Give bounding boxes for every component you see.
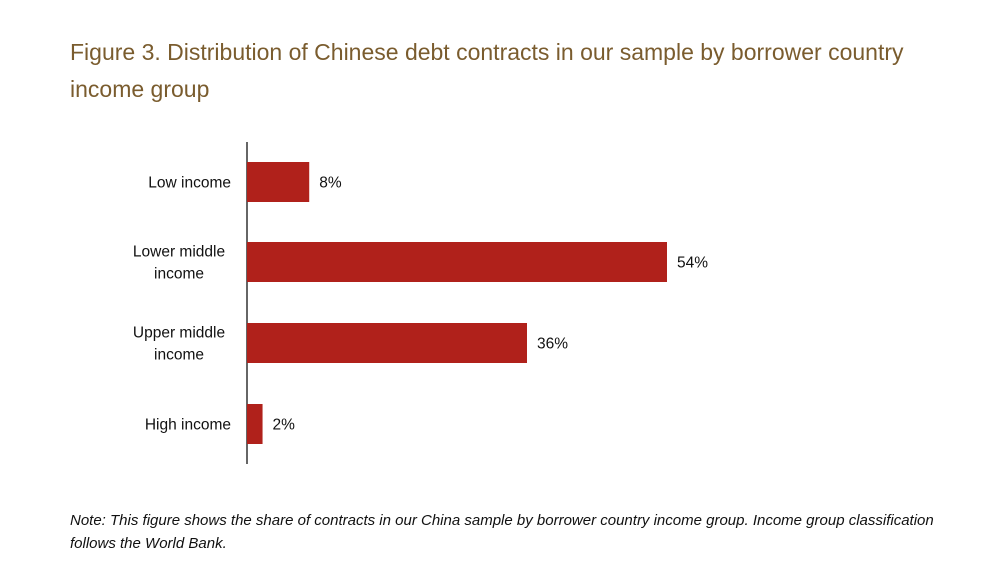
category-label-3: High income bbox=[145, 417, 231, 434]
value-label-2: 36% bbox=[537, 336, 568, 353]
chart-title: Figure 3. Distribution of Chinese debt c… bbox=[70, 39, 904, 102]
category-label-1: Lower middle income bbox=[133, 244, 225, 283]
bar-2 bbox=[247, 323, 527, 363]
bar-1 bbox=[247, 242, 667, 282]
category-label-0: Low income bbox=[148, 175, 231, 192]
value-label-0: 8% bbox=[319, 175, 342, 192]
bar-0 bbox=[247, 162, 310, 202]
bar-3 bbox=[247, 404, 263, 444]
figure-note: Note: This figure shows the share of con… bbox=[70, 512, 934, 552]
value-label-1: 54% bbox=[677, 255, 708, 272]
value-label-3: 2% bbox=[273, 417, 296, 434]
category-label-2: Upper middle income bbox=[133, 325, 225, 364]
